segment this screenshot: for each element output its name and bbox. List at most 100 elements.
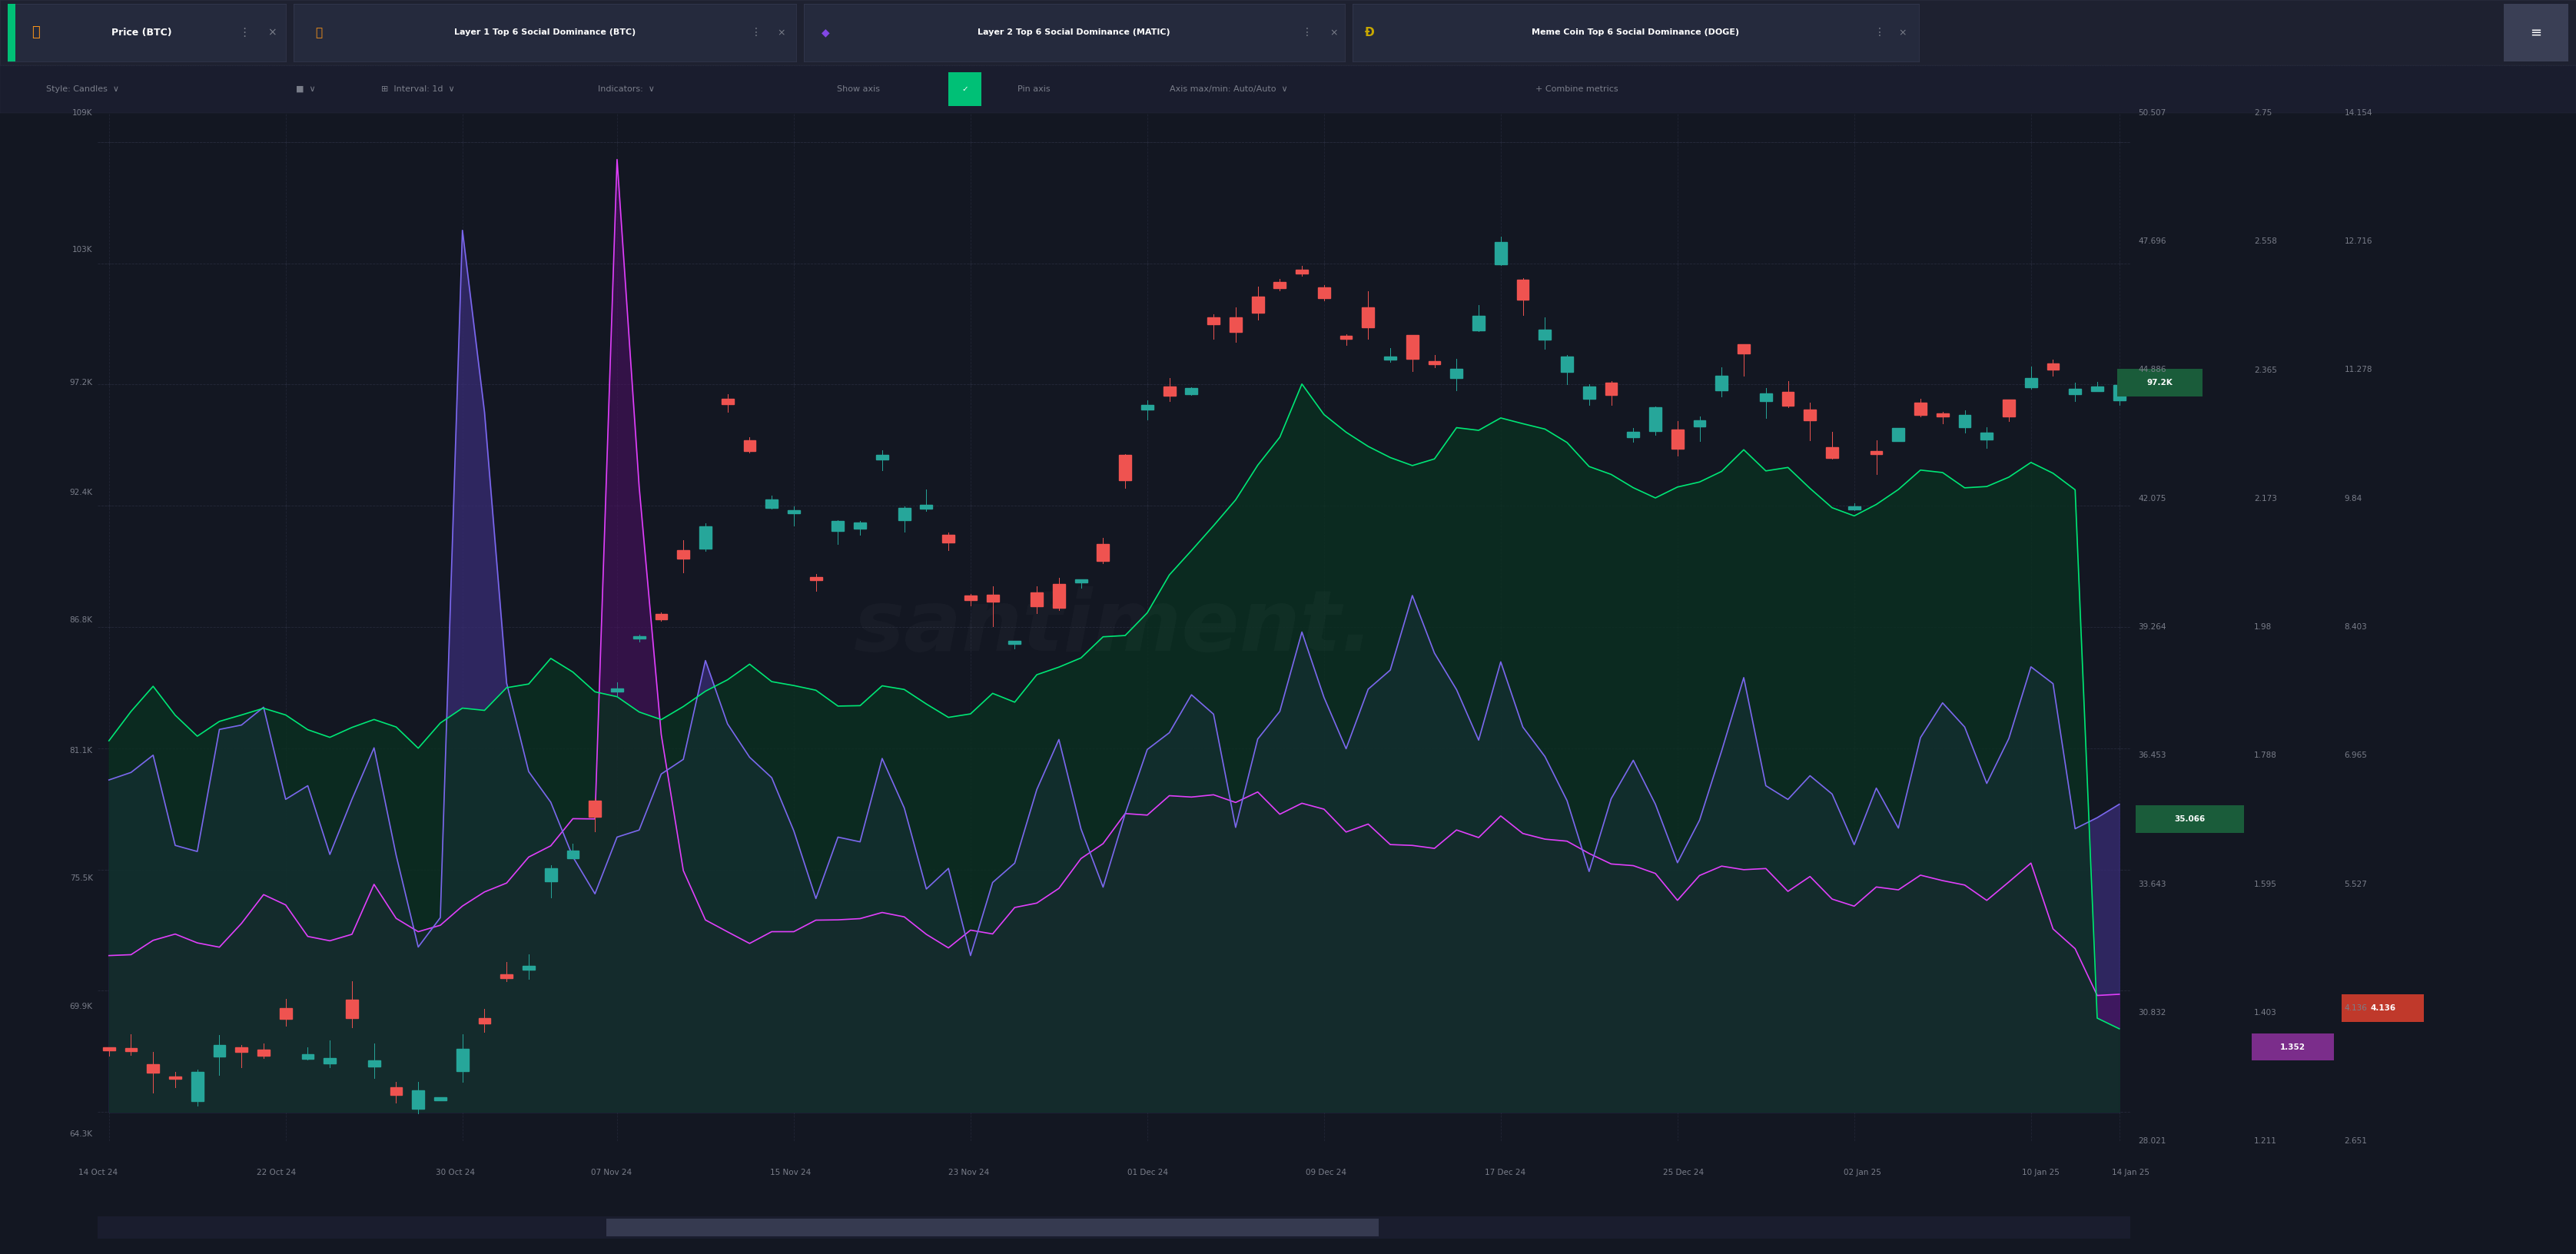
Bar — [479, 1018, 489, 1023]
Text: ◆: ◆ — [822, 28, 829, 38]
Bar — [1363, 307, 1373, 327]
Bar — [2025, 379, 2038, 387]
Text: 28.021: 28.021 — [2138, 1137, 2166, 1145]
Text: 2.173: 2.173 — [2254, 494, 2277, 502]
Text: ×: × — [268, 28, 276, 38]
Bar — [567, 850, 580, 858]
Text: ✓: ✓ — [961, 85, 969, 93]
Text: 11.278: 11.278 — [2344, 366, 2372, 374]
Bar — [1074, 579, 1087, 582]
Bar — [677, 551, 690, 558]
Bar — [2002, 400, 2014, 416]
Bar — [788, 510, 801, 513]
Text: 6.965: 6.965 — [2344, 751, 2367, 760]
Text: Show axis: Show axis — [837, 85, 881, 93]
Bar — [899, 508, 909, 520]
Bar — [744, 440, 755, 451]
Bar — [1937, 414, 1947, 416]
Bar — [345, 999, 358, 1018]
Bar — [1340, 336, 1352, 339]
Text: ×: × — [778, 28, 786, 38]
Bar — [1494, 242, 1507, 265]
Text: 69.9K: 69.9K — [70, 1002, 93, 1011]
Text: 1.595: 1.595 — [2254, 880, 2277, 888]
Bar — [1118, 455, 1131, 480]
Text: 42.075: 42.075 — [2138, 494, 2166, 503]
Bar — [1538, 330, 1551, 340]
Text: 2.651: 2.651 — [2344, 1137, 2367, 1145]
Text: 07 Nov 24: 07 Nov 24 — [590, 1169, 631, 1176]
Bar — [1054, 584, 1064, 608]
Text: Axis max/min: Auto/Auto  ∨: Axis max/min: Auto/Auto ∨ — [1170, 85, 1288, 93]
Bar — [1847, 507, 1860, 509]
Text: ⊞  Interval: 1d  ∨: ⊞ Interval: 1d ∨ — [381, 85, 456, 93]
Text: 33.643: 33.643 — [2138, 880, 2166, 888]
Bar — [325, 1058, 335, 1063]
Text: 01 Dec 24: 01 Dec 24 — [1128, 1169, 1167, 1176]
Bar — [412, 1091, 425, 1109]
Bar — [1030, 592, 1043, 607]
Bar — [654, 614, 667, 619]
Text: 12.716: 12.716 — [2344, 237, 2372, 246]
Bar — [456, 1048, 469, 1071]
Text: 75.5K: 75.5K — [70, 874, 93, 883]
Bar — [1164, 386, 1175, 396]
Text: 14 Jan 25: 14 Jan 25 — [2112, 1169, 2148, 1176]
Text: ₿: ₿ — [31, 25, 39, 40]
Text: ×: × — [1329, 28, 1337, 38]
Bar — [2069, 389, 2081, 394]
Text: 10 Jan 25: 10 Jan 25 — [2022, 1169, 2061, 1176]
Text: Price (BTC): Price (BTC) — [111, 28, 173, 38]
Text: 15 Nov 24: 15 Nov 24 — [770, 1169, 811, 1176]
Bar — [2092, 387, 2102, 391]
Bar — [1517, 280, 1530, 300]
Text: 1.352: 1.352 — [2280, 1043, 2306, 1051]
Bar — [876, 455, 889, 460]
Text: 14.154: 14.154 — [2344, 109, 2372, 117]
Bar — [1406, 335, 1419, 359]
Text: Layer 1 Top 6 Social Dominance (BTC): Layer 1 Top 6 Social Dominance (BTC) — [453, 29, 636, 36]
Text: 1.788: 1.788 — [2254, 752, 2277, 760]
Bar — [943, 534, 956, 543]
Bar — [1672, 429, 1685, 449]
Bar — [765, 499, 778, 508]
Text: 22 Oct 24: 22 Oct 24 — [258, 1169, 296, 1176]
Text: 23 Nov 24: 23 Nov 24 — [948, 1169, 989, 1176]
Bar — [1759, 394, 1772, 401]
Text: 47.696: 47.696 — [2138, 237, 2166, 246]
Text: 44.886: 44.886 — [2138, 366, 2166, 374]
Text: ⋮: ⋮ — [240, 26, 250, 39]
Bar — [500, 974, 513, 978]
Text: Indicators:  ∨: Indicators: ∨ — [598, 85, 654, 93]
Text: 97.2K: 97.2K — [70, 379, 93, 386]
Text: 103K: 103K — [72, 246, 93, 253]
Text: Meme Coin Top 6 Social Dominance (DOGE): Meme Coin Top 6 Social Dominance (DOGE) — [1533, 29, 1739, 36]
Text: Layer 2 Top 6 Social Dominance (MATIC): Layer 2 Top 6 Social Dominance (MATIC) — [979, 29, 1170, 36]
Text: 2.365: 2.365 — [2254, 366, 2277, 374]
Text: + Combine metrics: + Combine metrics — [1535, 85, 1618, 93]
Bar — [963, 596, 976, 601]
Text: 4.136: 4.136 — [2370, 1004, 2396, 1012]
Text: 2.558: 2.558 — [2254, 237, 2277, 245]
Bar — [1010, 641, 1020, 643]
Bar — [1473, 316, 1484, 330]
Bar — [1981, 433, 1994, 440]
Bar — [301, 1055, 314, 1060]
Text: ≡: ≡ — [2530, 25, 2543, 40]
Text: 92.4K: 92.4K — [70, 488, 93, 497]
Bar — [1584, 386, 1595, 399]
Bar — [368, 1060, 381, 1066]
Text: santiment.: santiment. — [853, 586, 1376, 668]
Bar — [126, 1048, 137, 1051]
Text: Ð: Ð — [1365, 26, 1376, 39]
Bar — [389, 1087, 402, 1095]
Text: Style: Candles  ∨: Style: Candles ∨ — [46, 85, 118, 93]
Text: ■  ∨: ■ ∨ — [296, 85, 317, 93]
Text: 81.1K: 81.1K — [70, 746, 93, 754]
Bar — [987, 594, 999, 602]
Text: 109K: 109K — [72, 109, 93, 117]
Bar — [1319, 287, 1329, 298]
Text: 02 Jan 25: 02 Jan 25 — [1844, 1169, 1880, 1176]
Bar — [1605, 382, 1618, 395]
Text: ×: × — [1899, 28, 1906, 38]
